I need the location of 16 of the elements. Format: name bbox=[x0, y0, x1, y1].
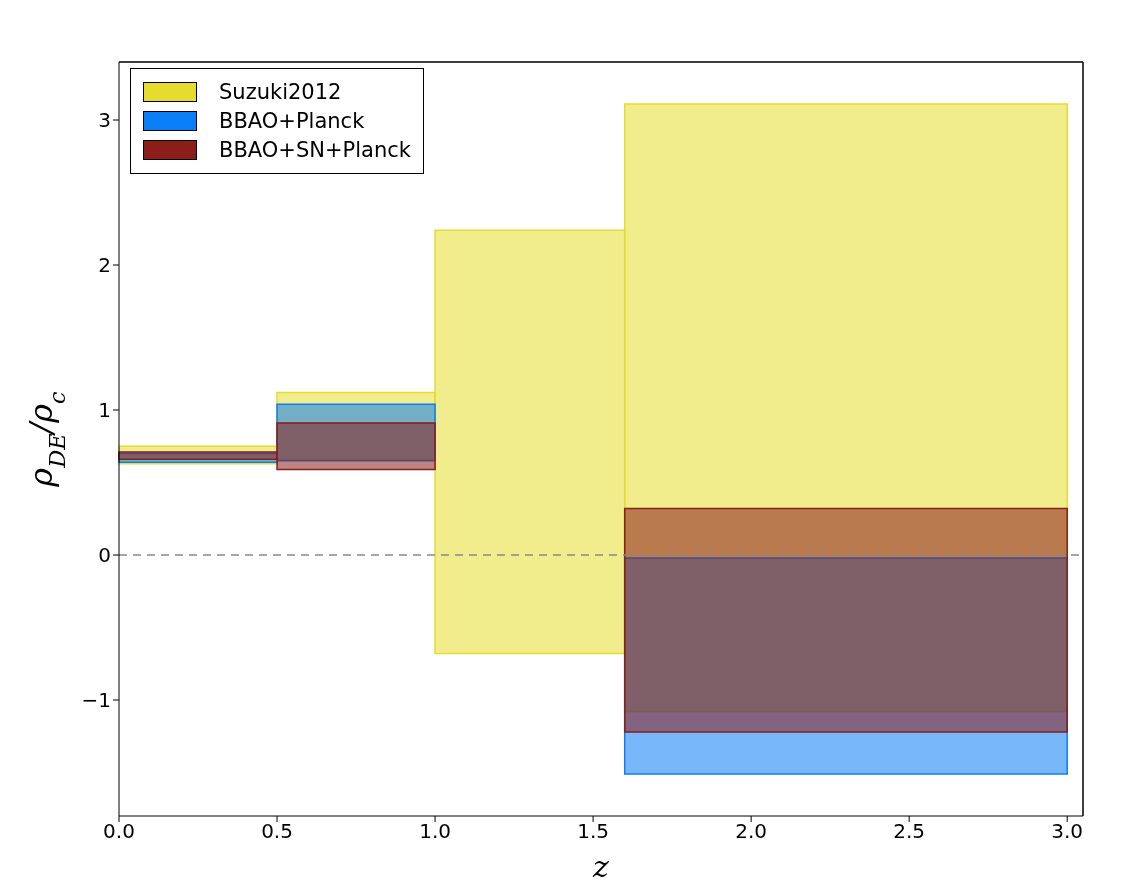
legend-label: BBAO+SN+Planck bbox=[219, 138, 411, 162]
x-tick-label: 2.0 bbox=[735, 819, 768, 844]
y-tick-label: 2 bbox=[98, 253, 111, 278]
x-tick-label: 2.5 bbox=[893, 819, 926, 844]
y-tick-label: 0 bbox=[98, 543, 111, 568]
y-tick-label: 1 bbox=[98, 398, 111, 423]
y-tick-label: 3 bbox=[98, 108, 111, 133]
x-tick-label: 0.5 bbox=[261, 819, 293, 844]
x-tick-label: 0.0 bbox=[103, 819, 135, 844]
x-tick-label: 3.0 bbox=[1051, 819, 1084, 844]
x-axis-title: z bbox=[592, 849, 610, 884]
y-tick-label: −1 bbox=[81, 688, 111, 713]
x-tick-label: 1.5 bbox=[577, 819, 609, 844]
legend-label: Suzuki2012 bbox=[219, 80, 342, 104]
legend-label: BBAO+Planck bbox=[219, 109, 365, 133]
x-tick-label: 1.0 bbox=[419, 819, 451, 844]
